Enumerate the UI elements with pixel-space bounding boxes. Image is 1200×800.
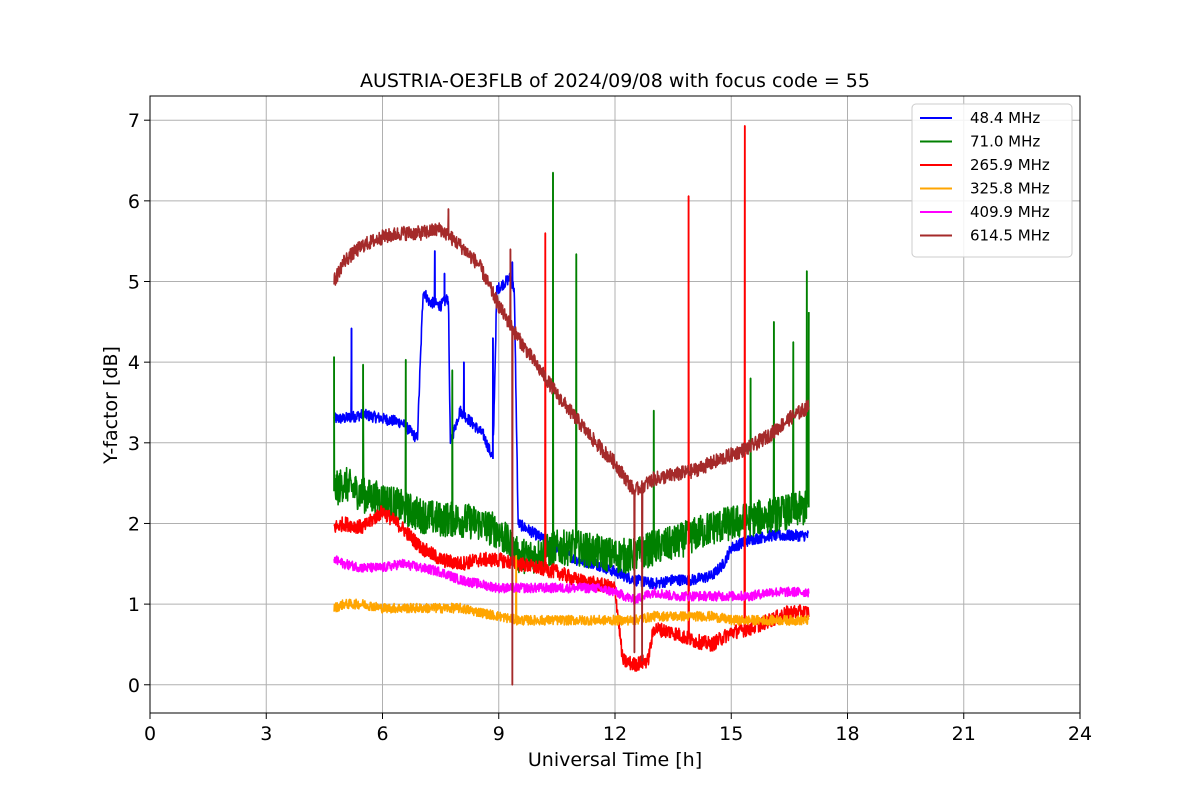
- x-axis-label: Universal Time [h]: [528, 749, 702, 771]
- legend-entry: 325.8 MHz: [970, 180, 1050, 198]
- x-tick-label: 6: [376, 723, 388, 745]
- x-tick-label: 0: [144, 723, 156, 745]
- series-line: [333, 555, 810, 606]
- series-0: [333, 250, 810, 590]
- series-2: [333, 125, 810, 672]
- series-group: [333, 125, 810, 686]
- series-5: [333, 208, 810, 686]
- y-tick-label: 6: [128, 191, 140, 213]
- series-1: [333, 171, 810, 575]
- series-line: [333, 171, 810, 575]
- y-tick-label: 4: [128, 352, 140, 374]
- y-tick-label: 3: [128, 433, 140, 455]
- x-tick-label: 18: [835, 723, 859, 745]
- legend-entry: 614.5 MHz: [970, 227, 1050, 245]
- y-tick-label: 7: [128, 110, 140, 132]
- x-tick-label: 12: [603, 723, 627, 745]
- y-tick-label: 0: [128, 675, 140, 697]
- series-line: [333, 250, 810, 590]
- y-tick-label: 2: [128, 513, 140, 535]
- series-line: [333, 208, 810, 686]
- y-tick-label: 1: [128, 594, 140, 616]
- y-axis-label: Y-factor [dB]: [100, 346, 122, 465]
- legend: 48.4 MHz 71.0 MHz 265.9 MHz 325.8 MHz 409.9…: [911, 103, 1073, 258]
- series-4: [333, 555, 810, 606]
- x-tick-label: 9: [493, 723, 505, 745]
- series-line: [333, 554, 810, 626]
- legend-entry: 409.9 MHz: [970, 203, 1050, 221]
- y-tick-label: 5: [128, 272, 140, 294]
- legend-entry: 71.0 MHz: [970, 133, 1040, 151]
- legend-entry: 48.4 MHz: [970, 109, 1040, 127]
- x-tick-label: 3: [260, 723, 272, 745]
- legend-entry: 265.9 MHz: [970, 156, 1050, 174]
- chart-title: AUSTRIA-OE3FLB of 2024/09/08 with focus …: [360, 70, 870, 92]
- x-tick-label: 15: [719, 723, 743, 745]
- x-tick-label: 24: [1068, 723, 1092, 745]
- series-line: [333, 125, 810, 672]
- x-tick-label: 21: [952, 723, 976, 745]
